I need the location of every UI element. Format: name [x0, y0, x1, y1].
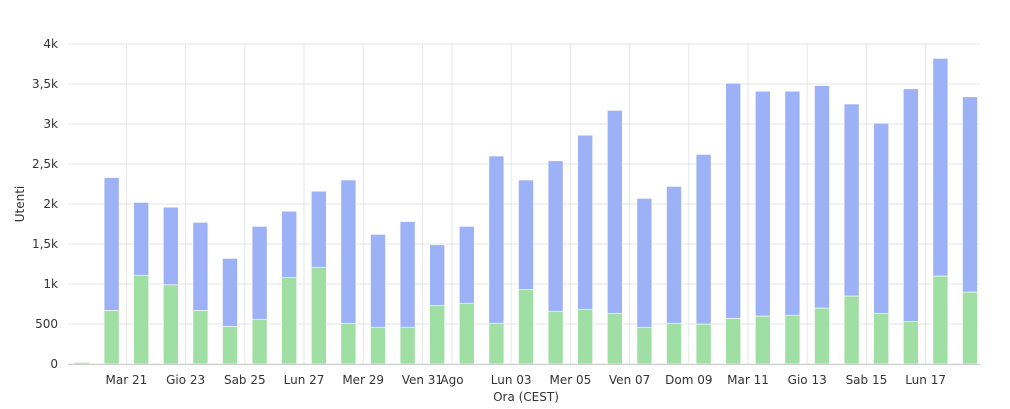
bar-segment-blue — [518, 179, 534, 290]
bar-segment-green — [784, 314, 801, 365]
x-tick-label: Gio 23 — [166, 373, 205, 387]
x-tick-label: Lun 17 — [905, 373, 946, 387]
x-tick-label: Ago — [440, 373, 463, 387]
bar-segment-blue — [695, 154, 712, 325]
bar-segment-green — [577, 309, 594, 365]
bar-segment-blue — [340, 179, 357, 324]
bar-segment-blue — [902, 88, 919, 322]
x-tick-label: Mar 21 — [106, 373, 148, 387]
bar-segment-blue — [547, 160, 564, 312]
y-tick-label: 3,5k — [32, 77, 58, 91]
x-tick-label: Sab 15 — [846, 373, 888, 387]
bar-segment-blue — [666, 186, 682, 324]
bar-segment-blue — [814, 85, 830, 309]
y-tick-label: 3k — [43, 117, 58, 131]
bar-segment-green — [192, 310, 209, 365]
bar-segment-blue — [962, 96, 978, 293]
y-tick-label: 500 — [35, 317, 58, 331]
bar-segment-blue — [399, 221, 416, 328]
bar-segment-green — [310, 266, 327, 365]
bar-segment-green — [133, 274, 149, 365]
bar-segment-green — [103, 310, 120, 365]
bar-segment-green — [873, 313, 890, 365]
bar-segment-green — [340, 322, 357, 365]
bar-segment-blue — [103, 177, 120, 311]
bar-segment-green — [902, 321, 919, 365]
bar-segment-blue — [310, 190, 327, 268]
bar-segment-green — [370, 326, 386, 365]
x-tick-label: Dom 09 — [665, 373, 712, 387]
bar-segment-green — [606, 313, 623, 365]
y-axis-ticks: 0 500 1k 1,5k 2k 2,5k 3k 3,5k 4k — [32, 37, 58, 371]
bar-segment-blue — [192, 222, 209, 311]
bar-segment-blue — [873, 122, 890, 314]
y-tick-label: 4k — [43, 37, 58, 51]
y-tick-label: 1,5k — [32, 237, 58, 251]
bar-segment-green — [74, 362, 90, 365]
bar-segment-green — [488, 322, 505, 365]
bar-segment-blue — [577, 134, 594, 310]
x-tick-label: Sab 25 — [224, 373, 266, 387]
x-tick-label: Gio 13 — [788, 373, 827, 387]
bar-segment-blue — [429, 244, 446, 306]
x-tick-label: Ven 07 — [609, 373, 650, 387]
bar-segment-green — [281, 277, 298, 365]
x-tick-label: Ven 31 — [402, 373, 443, 387]
bar-segment-blue — [784, 90, 801, 316]
bar-segment-green — [636, 326, 653, 365]
bar-segment-green — [932, 275, 949, 365]
y-tick-label: 0 — [50, 357, 58, 371]
bar-segment-blue — [725, 82, 742, 319]
bar-segment-blue — [163, 206, 179, 286]
bar-segment-blue — [606, 110, 623, 314]
bar-segment-blue — [754, 90, 771, 317]
bar-segment-green — [547, 310, 564, 365]
x-tick-label: Lun 27 — [284, 373, 325, 387]
bar-segment-green — [399, 326, 416, 365]
bars-layer — [74, 58, 978, 365]
y-axis-title: Utenti — [13, 186, 27, 223]
bar-segment-green — [163, 284, 179, 365]
x-tick-label: Lun 03 — [491, 373, 532, 387]
bar-segment-green — [429, 305, 446, 365]
bar-segment-blue — [458, 226, 475, 304]
bar-segment-green — [814, 307, 830, 365]
bar-segment-green — [666, 322, 682, 365]
bar-segment-green — [518, 289, 534, 365]
bar-segment-blue — [281, 210, 298, 278]
bar-segment-green — [725, 318, 742, 365]
y-tick-label: 1k — [43, 277, 58, 291]
bar-segment-blue — [636, 198, 653, 328]
bar-segment-blue — [133, 202, 149, 276]
bar-segment-green — [251, 318, 268, 365]
x-tick-label: Mer 05 — [550, 373, 592, 387]
bar-segment-blue — [488, 155, 505, 324]
y-tick-label: 2k — [43, 197, 58, 211]
bar-segment-blue — [843, 103, 860, 297]
bar-segment-blue — [251, 226, 268, 320]
bar-segment-blue — [370, 234, 386, 328]
y-tick-label: 2,5k — [32, 157, 58, 171]
x-tick-label: Mer 29 — [342, 373, 384, 387]
bar-segment-green — [962, 291, 978, 365]
bar-segment-green — [843, 295, 860, 365]
x-tick-label: Mar 11 — [727, 373, 769, 387]
bar-segment-blue — [222, 258, 238, 327]
x-axis-title: Ora (CEST) — [493, 390, 559, 404]
bar-segment-green — [754, 315, 771, 365]
bar-segment-blue — [932, 58, 949, 277]
bar-segment-green — [695, 323, 712, 365]
bar-segment-green — [222, 326, 238, 365]
bar-segment-green — [458, 302, 475, 365]
